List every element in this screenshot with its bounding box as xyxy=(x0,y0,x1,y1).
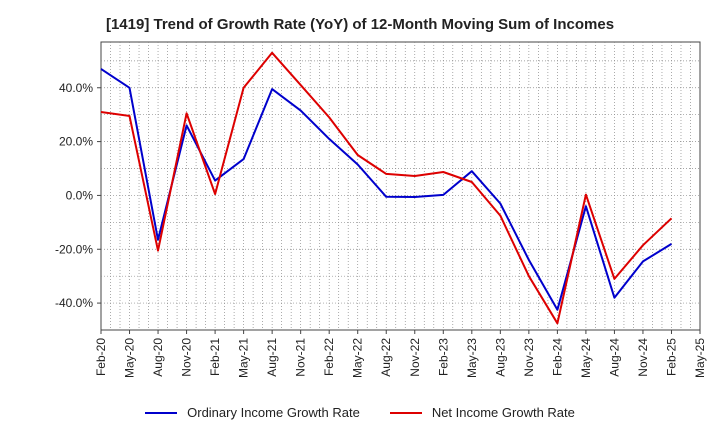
x-tick-label: Aug-21 xyxy=(265,338,279,377)
x-tick-label: Aug-20 xyxy=(151,338,165,377)
chart-title: [1419] Trend of Growth Rate (YoY) of 12-… xyxy=(105,16,615,33)
x-tick-label: May-20 xyxy=(123,338,137,378)
x-tick-label: Nov-21 xyxy=(294,338,308,377)
x-tick-label: Nov-20 xyxy=(180,338,194,377)
x-tick-label: Nov-22 xyxy=(408,338,422,377)
legend-swatch-net xyxy=(389,411,422,414)
y-tick-label: -40.0% xyxy=(55,296,93,310)
legend-swatch-ordinary xyxy=(145,411,178,414)
x-tick-label: Feb-20 xyxy=(94,338,108,376)
x-tick-label: Aug-23 xyxy=(493,338,507,377)
x-tick-label: May-23 xyxy=(465,338,479,378)
x-tick-label: May-25 xyxy=(693,338,707,378)
x-tick-label: Feb-24 xyxy=(550,338,564,376)
x-tick-label: Aug-22 xyxy=(379,338,393,377)
legend-item-ordinary: Ordinary Income Growth Rate xyxy=(145,405,360,420)
x-tick-label: Feb-21 xyxy=(208,338,222,376)
x-tick-label: Feb-22 xyxy=(322,338,336,376)
x-tick-label: Nov-23 xyxy=(522,338,536,377)
y-tick-label: 40.0% xyxy=(59,81,93,95)
y-tick-label: 20.0% xyxy=(59,135,93,149)
x-tick-label: May-22 xyxy=(351,338,365,378)
x-tick-label: May-24 xyxy=(579,338,593,378)
x-tick-label: Nov-24 xyxy=(636,338,650,377)
x-tick-label: Feb-23 xyxy=(436,338,450,376)
x-tick-label: Feb-25 xyxy=(664,338,678,376)
y-tick-label: -20.0% xyxy=(55,242,93,256)
legend-label-net: Net Income Growth Rate xyxy=(431,405,575,420)
series-line-net-income xyxy=(100,51,673,325)
legend-label-ordinary: Ordinary Income Growth Rate xyxy=(187,405,360,420)
chart-legend: Ordinary Income Growth Rate Net Income G… xyxy=(0,405,720,420)
legend-item-net: Net Income Growth Rate xyxy=(389,405,575,420)
y-tick-label: 0.0% xyxy=(66,188,94,202)
plot-area xyxy=(100,41,701,331)
x-tick-label: Aug-24 xyxy=(607,338,621,377)
x-tick-label: May-21 xyxy=(237,338,251,378)
